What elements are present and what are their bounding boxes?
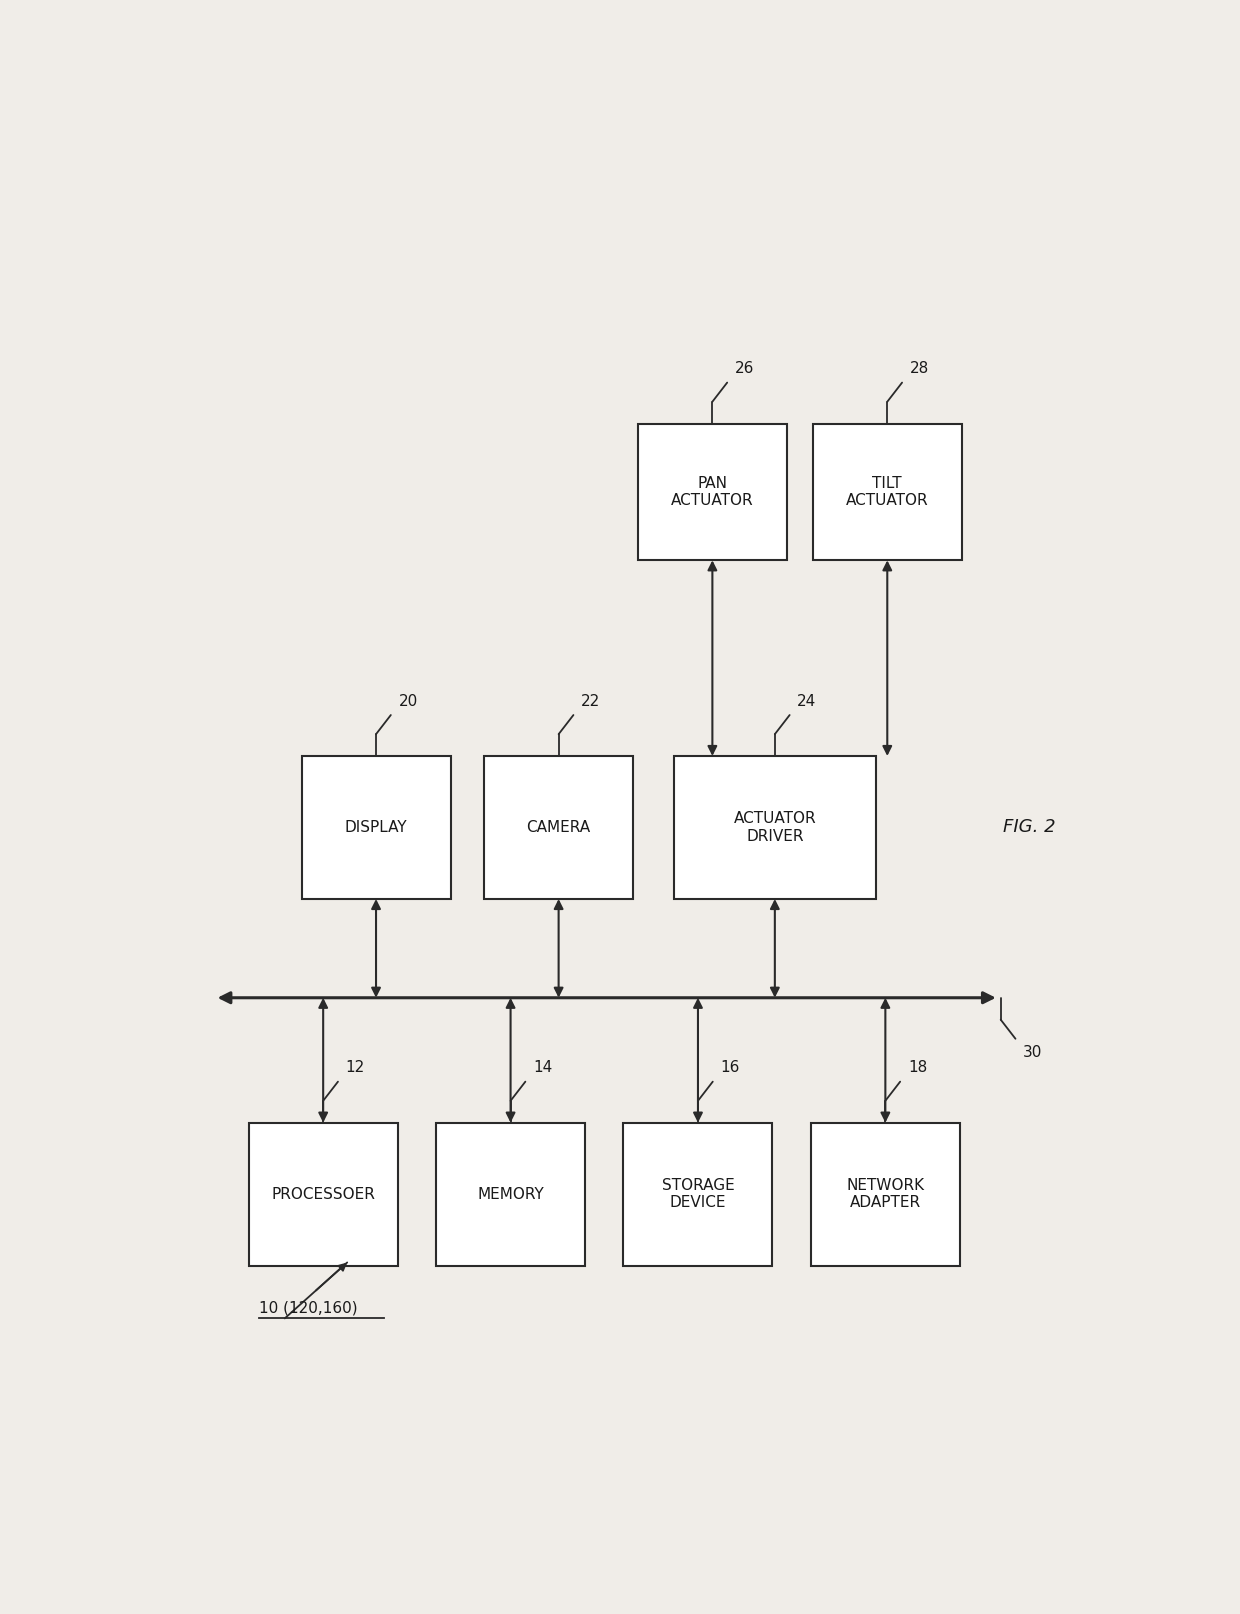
Text: 22: 22: [582, 694, 600, 709]
Bar: [301, 755, 450, 899]
Text: CAMERA: CAMERA: [527, 820, 590, 834]
Text: 24: 24: [797, 694, 817, 709]
Bar: [811, 1123, 960, 1265]
Text: 20: 20: [398, 694, 418, 709]
Text: 12: 12: [346, 1060, 365, 1075]
Bar: [624, 1123, 773, 1265]
Text: ACTUATOR
DRIVER: ACTUATOR DRIVER: [734, 812, 816, 844]
Text: 30: 30: [1023, 1044, 1043, 1060]
Text: FIG. 2: FIG. 2: [1003, 818, 1055, 836]
Text: MEMORY: MEMORY: [477, 1186, 544, 1201]
Text: PROCESSOER: PROCESSOER: [272, 1186, 376, 1201]
Text: 16: 16: [720, 1060, 740, 1075]
Text: 28: 28: [910, 362, 929, 376]
Bar: [436, 1123, 585, 1265]
Bar: [812, 423, 962, 560]
Bar: [484, 755, 634, 899]
Text: 14: 14: [533, 1060, 552, 1075]
Text: STORAGE
DEVICE: STORAGE DEVICE: [662, 1178, 734, 1210]
Text: 26: 26: [735, 362, 754, 376]
Bar: [249, 1123, 398, 1265]
Text: PAN
ACTUATOR: PAN ACTUATOR: [671, 476, 754, 508]
Bar: [675, 755, 875, 899]
Text: DISPLAY: DISPLAY: [345, 820, 408, 834]
Bar: [637, 423, 787, 560]
Text: 10 (120,160): 10 (120,160): [259, 1301, 357, 1315]
Text: TILT
ACTUATOR: TILT ACTUATOR: [846, 476, 929, 508]
Text: NETWORK
ADAPTER: NETWORK ADAPTER: [846, 1178, 925, 1210]
Text: 18: 18: [908, 1060, 928, 1075]
